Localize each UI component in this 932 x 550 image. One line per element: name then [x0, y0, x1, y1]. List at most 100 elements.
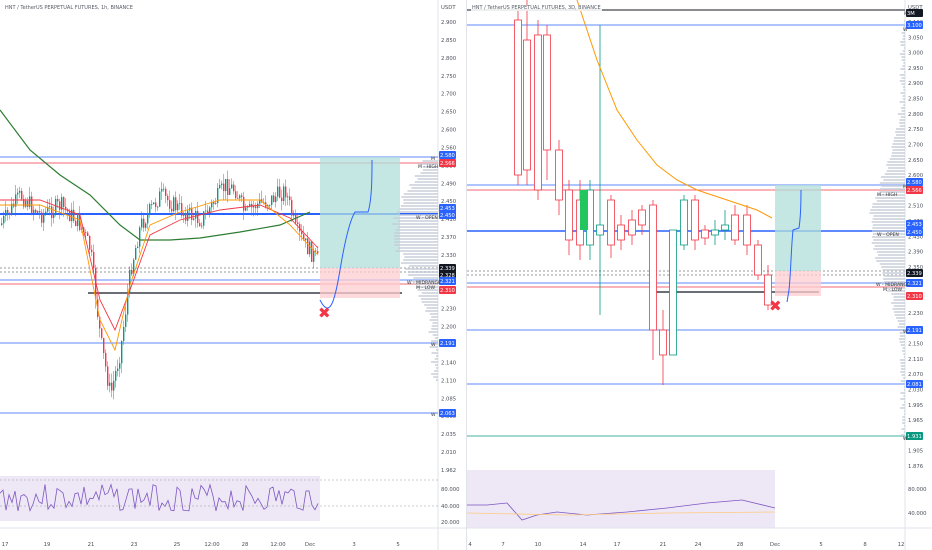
- candle-body: [235, 191, 237, 199]
- level-label: W: [431, 412, 436, 418]
- price-tag-text: 2.339: [440, 266, 455, 272]
- vp-bar: [397, 211, 438, 213]
- time-label: 5: [819, 542, 822, 548]
- vp-bar: [394, 244, 438, 246]
- vp-bar: [397, 226, 438, 228]
- vp-bar: [420, 298, 438, 300]
- candle-body: [239, 195, 241, 199]
- candle-body: [125, 314, 127, 327]
- ma-red-left: [0, 199, 319, 332]
- candle-body: [177, 203, 179, 211]
- vp-bar: [413, 277, 438, 279]
- chart-pane-left[interactable]: ✖ USDT 2.900 2.850 2.800 2.750 2.700 2.650 2.6…: [0, 0, 466, 550]
- price-tick: 1.965: [908, 418, 923, 424]
- vp-bar: [869, 212, 905, 214]
- vp-bar: [904, 425, 905, 427]
- candle-body: [669, 229, 677, 356]
- rsi-ma-right: [467, 511, 776, 516]
- vp-bar: [900, 41, 905, 43]
- time-label: 12: [898, 542, 905, 548]
- vp-bar: [431, 343, 438, 345]
- candle-body: [249, 204, 251, 207]
- price-tick: 2.110: [441, 378, 457, 384]
- price-tick: 2.390: [908, 250, 924, 256]
- price-tag-text: 2.566: [907, 188, 922, 194]
- chart-pane-right[interactable]: ✖ USDT 3.100 3.050 3.000 2.950 2.900 2.850 2.8…: [466, 0, 932, 550]
- candle-body: [129, 269, 131, 293]
- candle-body: [241, 195, 243, 198]
- time-label: Dec: [305, 542, 315, 548]
- candle-body: [159, 191, 161, 207]
- vp-bar: [873, 239, 905, 241]
- vp-bar: [901, 32, 905, 34]
- price-tick: 2.330: [441, 253, 457, 259]
- price-tag: 2.191: [906, 326, 923, 334]
- vp-bar: [407, 271, 438, 273]
- candle-body: [73, 209, 75, 221]
- time-axis-left[interactable]: 17 19 21 23 25 12:00 28 12:00 Dec 3 5: [2, 542, 400, 548]
- candle-body: [133, 259, 135, 275]
- vp-bar: [904, 413, 905, 415]
- vp-bar: [401, 196, 438, 198]
- vp-bar: [903, 353, 905, 355]
- stop-zone-left[interactable]: [320, 268, 400, 298]
- time-axis-right[interactable]: 4 7 10 14 17 21 24 28 Dec 5 8 12: [468, 542, 904, 548]
- candle-body: [565, 189, 573, 241]
- vp-bar: [398, 214, 438, 216]
- vp-bar: [875, 257, 905, 259]
- chart-canvas-right[interactable]: ✖ USDT 3.100 3.050 3.000 2.950 2.900 2.850 2.8…: [467, 0, 932, 550]
- vp-bar: [902, 65, 905, 67]
- vp-bar: [398, 247, 438, 249]
- candle-body: [269, 204, 271, 206]
- vp-bar: [899, 335, 905, 337]
- price-tick: 2.230: [441, 307, 457, 313]
- price-axis-label-left: USDT: [441, 5, 456, 11]
- candle-body: [231, 184, 233, 189]
- vp-bar: [414, 181, 438, 183]
- stop-zone-right[interactable]: [775, 271, 821, 296]
- vp-bar: [902, 347, 905, 349]
- vp-bar: [903, 62, 905, 64]
- price-tag: 2.081: [906, 380, 923, 388]
- candle-body: [743, 214, 751, 246]
- level-label: W: [903, 27, 908, 33]
- candles-left: [1, 170, 319, 400]
- candle-body: [617, 224, 625, 241]
- price-tick: 2.070: [908, 372, 924, 378]
- candle-body: [287, 196, 289, 198]
- vp-bar: [395, 229, 438, 231]
- vp-bar: [871, 221, 905, 223]
- vp-bar: [904, 410, 905, 412]
- candle-body: [57, 198, 59, 202]
- candle-body: [5, 209, 7, 216]
- level-label: M: [431, 156, 435, 162]
- vp-bar: [903, 395, 905, 397]
- price-tag: 2.566: [439, 159, 456, 167]
- vp-bar: [436, 349, 438, 351]
- price-axis-left[interactable]: 2.900 2.850 2.800 2.750 2.700 2.650 2.600 2.560…: [441, 20, 457, 474]
- chart-canvas-left[interactable]: ✖ USDT 2.900 2.850 2.800 2.750 2.700 2.650 2.6…: [0, 0, 466, 550]
- price-axis-right[interactable]: 3.100 3.050 3.000 2.950 2.900 2.850 2.800 2.750…: [908, 20, 924, 470]
- candle-body: [225, 179, 227, 192]
- time-label: 21: [88, 542, 95, 548]
- candle-body: [37, 211, 39, 213]
- candle-body: [191, 207, 193, 220]
- vp-bar: [872, 203, 905, 205]
- vp-bar: [404, 268, 438, 270]
- vp-bar: [899, 119, 905, 121]
- candle-body: [143, 218, 145, 228]
- vp-bar: [904, 386, 905, 388]
- vp-bar: [885, 287, 905, 289]
- vp-bar: [422, 160, 438, 162]
- price-tag: 2.450: [439, 211, 456, 219]
- vp-bar: [395, 250, 438, 252]
- candle-body: [227, 179, 229, 195]
- vp-bar: [875, 197, 905, 199]
- candle-body: [63, 197, 65, 207]
- vp-bar: [903, 23, 905, 25]
- price-tick: 2.800: [441, 56, 457, 62]
- vp-bar: [899, 101, 905, 103]
- price-tick: 1.995: [908, 403, 923, 409]
- chart-title-left: HNT / TetherUS PERPETUAL FUTURES, 1h, BI…: [4, 5, 134, 11]
